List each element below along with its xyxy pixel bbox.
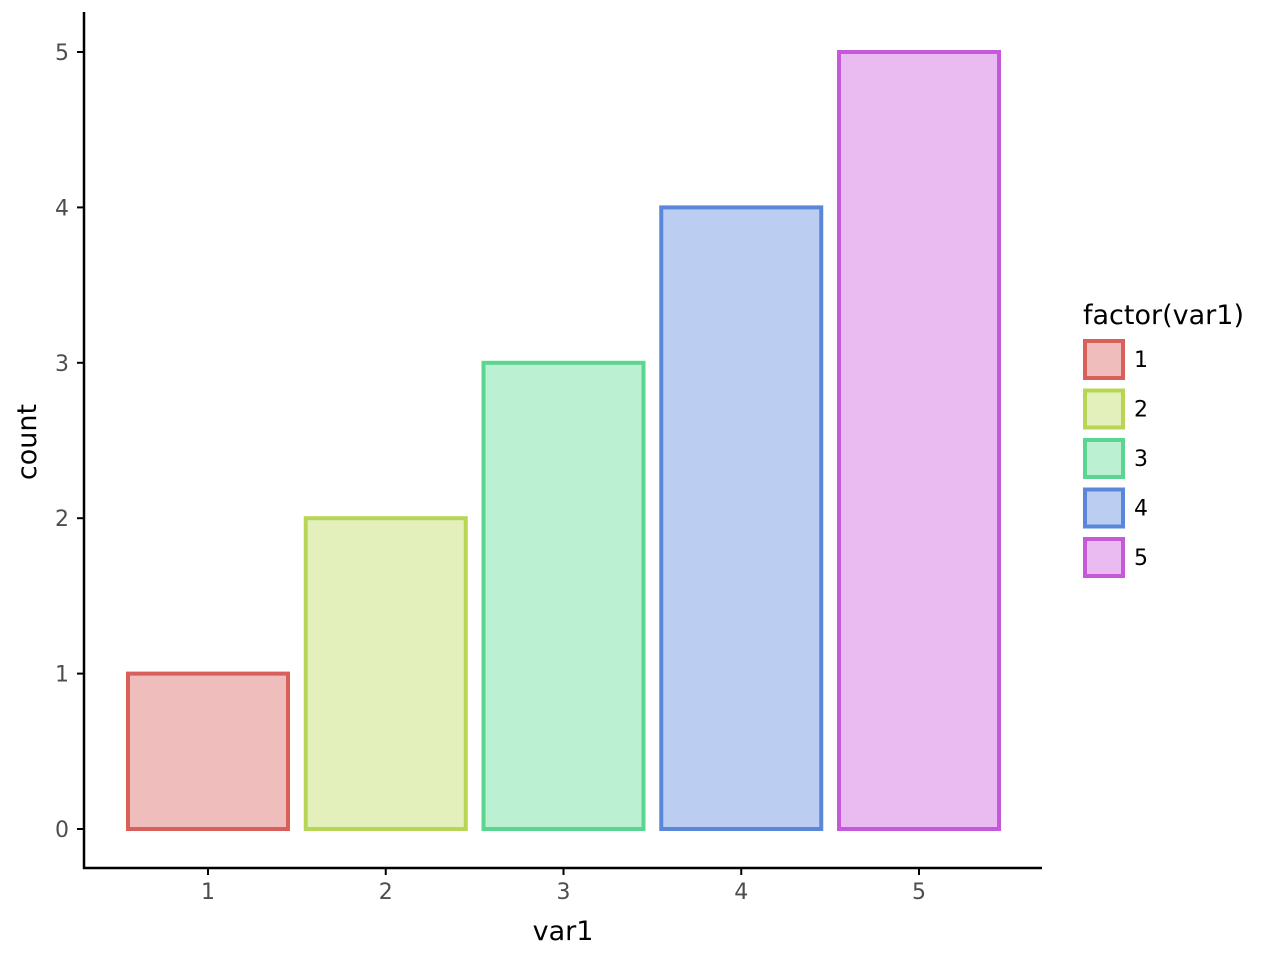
legend: factor(var1) 1 2 3 4 5 — [1083, 300, 1244, 578]
legend-label-1: 1 — [1134, 348, 1148, 373]
y-tick-label: 0 — [55, 818, 69, 843]
legend-key-1 — [1083, 339, 1125, 380]
x-axis-title: var1 — [533, 916, 594, 947]
x-tick-label: 1 — [201, 880, 215, 905]
legend-key-5 — [1083, 537, 1125, 578]
legend-label-3: 3 — [1134, 447, 1148, 472]
x-tick-label: 5 — [912, 880, 926, 905]
y-tick-label: 1 — [55, 663, 69, 688]
legend-label-2: 2 — [1134, 398, 1148, 423]
x-tick-label: 3 — [557, 880, 571, 905]
x-tick-label: 2 — [379, 880, 393, 905]
bar-3 — [481, 360, 646, 831]
y-axis-title: count — [12, 404, 43, 480]
y-tick-label: 5 — [55, 41, 69, 66]
legend-key-2 — [1083, 388, 1125, 430]
y-tick-label: 4 — [55, 196, 69, 221]
bar-2 — [303, 516, 468, 831]
y-tick-label: 3 — [55, 352, 69, 377]
y-tick-label: 2 — [55, 507, 69, 532]
x-tick-label: 4 — [734, 880, 748, 905]
bar-4 — [659, 205, 824, 831]
bar-1 — [126, 671, 290, 831]
legend-title: factor(var1) — [1083, 300, 1244, 331]
y-axis-ticks: 0 1 2 3 4 5 — [55, 41, 84, 843]
x-axis-ticks: 1 2 3 4 5 — [201, 868, 926, 905]
legend-key-3 — [1083, 438, 1125, 479]
bar-5 — [837, 50, 1001, 831]
legend-label-4: 4 — [1134, 497, 1148, 522]
legend-label-5: 5 — [1134, 546, 1148, 571]
legend-key-4 — [1083, 487, 1125, 529]
bars-group — [126, 50, 1001, 831]
